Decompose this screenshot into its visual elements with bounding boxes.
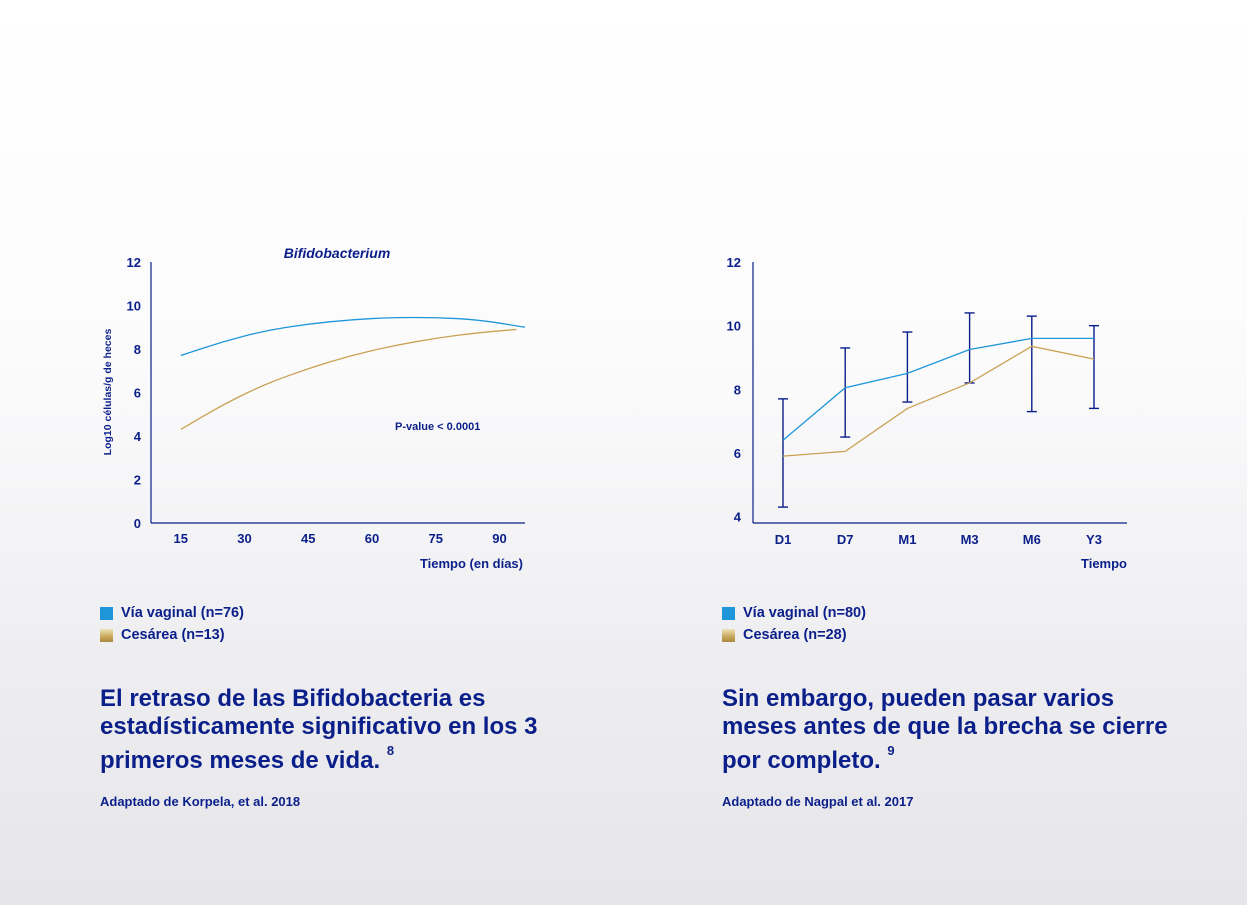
series-line-cesarea — [782, 345, 1095, 457]
y-tick-label: 8 — [134, 342, 141, 357]
series-line-cesarea — [180, 328, 517, 431]
x-tick-label: 60 — [365, 531, 379, 546]
x-tick-label: 30 — [237, 531, 251, 546]
legend-label-cesarea: Cesárea (n=28) — [743, 627, 847, 643]
legend-swatch-cesarea — [722, 628, 735, 642]
x-axis-title: Tiempo — [1081, 556, 1127, 571]
legend-item-vaginal: Vía vaginal (n=80) — [722, 602, 866, 624]
x-tick-label: M1 — [898, 532, 916, 547]
legend-swatch-cesarea — [100, 628, 113, 642]
y-tick-label: 12 — [127, 255, 141, 270]
x-tick-label: M6 — [1023, 532, 1041, 547]
legend-swatch-vaginal — [722, 606, 735, 620]
x-tick-label: Y3 — [1086, 532, 1102, 547]
bifidobacterium-line-chart: 0 2 4 6 8 10 12 15 30 45 60 75 90 Bifidobacterium Log1… — [102, 245, 526, 571]
y-tick-label: 10 — [727, 319, 741, 334]
x-axis-title: Tiempo (en días) — [420, 556, 523, 571]
y-tick-label: 10 — [127, 299, 141, 314]
y-tick-label: 4 — [134, 429, 142, 444]
left-headline-text: El retraso de las Bifidobacteria es esta… — [100, 685, 538, 774]
series-line-vaginal — [180, 316, 526, 357]
right-headline: Sin embargo, pueden pasar varios meses a… — [722, 685, 1182, 775]
right-footnote: 9 — [887, 743, 895, 758]
y-tick-label: 8 — [734, 382, 741, 397]
legend-label-cesarea: Cesárea (n=13) — [121, 627, 225, 643]
right-source: Adaptado de Nagpal et al. 2017 — [722, 794, 914, 809]
left-legend: Vía vaginal (n=76) Cesárea (n=13) — [100, 602, 244, 646]
left-footnote: 8 — [386, 743, 395, 758]
legend-item-cesarea: Cesárea (n=13) — [100, 624, 244, 646]
y-tick-label: 6 — [734, 446, 741, 461]
right-legend: Vía vaginal (n=80) Cesárea (n=28) — [722, 602, 866, 646]
y-tick-label: 4 — [734, 510, 742, 525]
y-tick-label: 2 — [134, 473, 141, 488]
y-tick-label: 0 — [134, 516, 141, 531]
legend-item-vaginal: Vía vaginal (n=76) — [100, 602, 244, 624]
legend-swatch-vaginal — [100, 606, 113, 620]
x-tick-label: D7 — [837, 532, 854, 547]
y-tick-label: 12 — [727, 255, 741, 270]
series-line-vaginal — [782, 337, 1094, 441]
left-headline: El retraso de las Bifidobacteria es esta… — [100, 685, 560, 775]
legend-label-vaginal: Vía vaginal (n=76) — [121, 605, 244, 621]
timeline-line-chart: 4 6 8 10 12 D1 D7 M1 M3 M6 Y3 Tiempo — [727, 255, 1128, 571]
y-tick-label: 6 — [134, 386, 141, 401]
y-axis-title: Log10 células/g de heces — [102, 329, 114, 456]
legend-label-vaginal: Vía vaginal (n=80) — [743, 605, 866, 621]
right-headline-text: Sin embargo, pueden pasar varios meses a… — [722, 685, 1168, 774]
left-source: Adaptado de Korpela, et al. 2018 — [100, 794, 301, 809]
legend-item-cesarea: Cesárea (n=28) — [722, 624, 866, 646]
x-tick-label: M3 — [961, 532, 979, 547]
x-tick-label: 15 — [174, 531, 188, 546]
x-tick-label: 75 — [429, 531, 443, 546]
p-value-annotation: P-value < 0.0001 — [395, 421, 480, 433]
x-tick-label: 45 — [301, 531, 315, 546]
x-tick-label: 90 — [492, 531, 506, 546]
x-tick-label: D1 — [775, 532, 792, 547]
chart-title: Bifidobacterium — [284, 245, 391, 261]
